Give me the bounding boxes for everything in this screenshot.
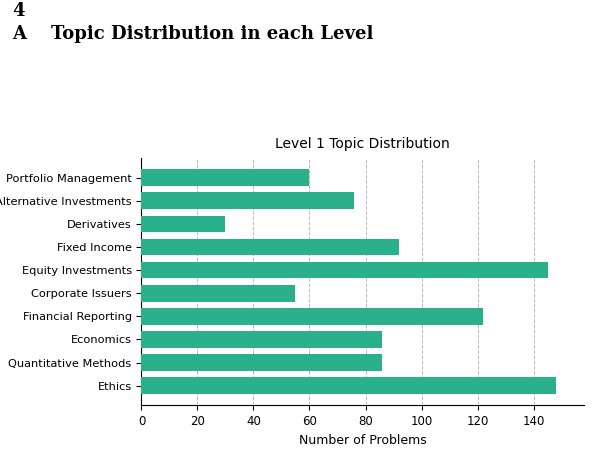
Bar [141,216,226,232]
Text: A    Topic Distribution in each Level: A Topic Distribution in each Level [12,25,373,43]
Text: 4: 4 [12,2,25,20]
X-axis label: Number of Problems: Number of Problems [299,434,427,447]
Bar [141,377,556,394]
Bar [141,354,382,371]
Bar [141,331,382,348]
Bar [141,239,399,255]
Bar [141,192,355,209]
Bar [141,262,548,278]
Title: Level 1 Topic Distribution: Level 1 Topic Distribution [275,137,450,151]
Bar [141,285,296,301]
Bar [141,308,483,325]
Bar [141,169,309,186]
